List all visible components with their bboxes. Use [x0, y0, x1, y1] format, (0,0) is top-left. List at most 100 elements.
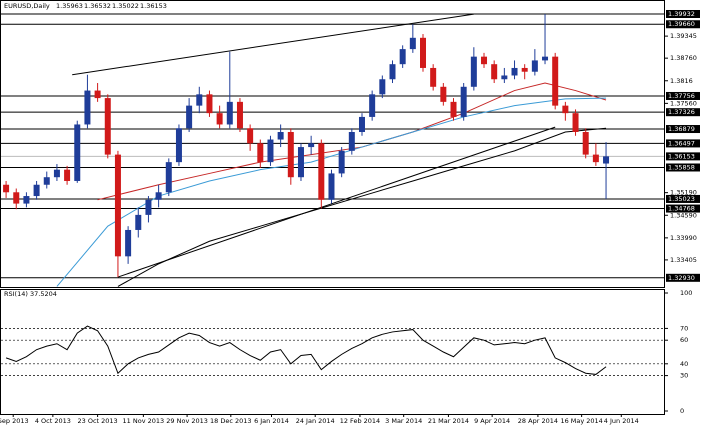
candle-body: [328, 173, 335, 200]
rsi-tick-label: 30: [680, 372, 688, 380]
y-tick-label: 1.3816: [670, 77, 693, 85]
candle-body: [206, 94, 213, 114]
rsi-value: 37.5204: [30, 290, 57, 298]
candle-body: [53, 169, 60, 178]
ohlc-value: 1.36532: [84, 2, 111, 10]
x-tick-label: 4 Jun 2014: [604, 417, 639, 425]
rsi-tick-label: 0: [680, 407, 684, 415]
candle-body: [165, 162, 172, 193]
x-tick-label: 18 Dec 2013: [210, 417, 252, 425]
candle-body: [64, 169, 71, 181]
level-label: 1.36879: [668, 125, 695, 133]
x-tick-label: 11 Nov 2013: [123, 417, 165, 425]
candle-body: [23, 196, 30, 204]
candle-body: [226, 101, 233, 125]
candle-body: [531, 60, 538, 72]
rsi-tick-label: 40: [680, 360, 688, 368]
candle-body: [277, 132, 284, 140]
x-tick-label: 4 Oct 2013: [35, 417, 71, 425]
level-label: 1.39660: [668, 20, 695, 28]
x-tick-label: 28 Apr 2014: [518, 417, 558, 425]
level-label-box: [666, 163, 700, 172]
trendline: [117, 126, 556, 278]
rsi-tick-label: 100: [680, 289, 692, 297]
level-label-box: [666, 125, 700, 134]
candle-body: [481, 56, 488, 65]
y-tick-label: 1.39345: [670, 32, 697, 40]
candle-body: [236, 101, 243, 129]
candle-body: [175, 128, 182, 163]
level-label: 1.32930: [668, 274, 695, 282]
candle-body: [84, 90, 91, 125]
candle-body: [318, 143, 325, 200]
candle-body: [552, 56, 559, 106]
level-label: 1.35858: [668, 163, 695, 171]
candle-body: [582, 132, 589, 155]
ohlc-value: 1.36153: [140, 2, 167, 10]
candle-body: [491, 64, 498, 80]
candle-body: [501, 75, 508, 80]
x-tick-label: 16 May 2014: [560, 417, 602, 425]
level-label: 1.37326: [668, 108, 695, 116]
candle-body: [33, 184, 40, 197]
candle-body: [297, 147, 304, 178]
rsi-tick-label: 70: [680, 324, 688, 332]
candle-body: [470, 56, 477, 87]
level-label-box: [666, 194, 700, 203]
rsi-name: RSI(14): [4, 290, 28, 298]
x-tick-label: 6 Jan 2014: [254, 417, 289, 425]
level-label: 1.36497: [668, 139, 695, 147]
candle-body: [369, 94, 376, 117]
ohlc-value: 1.35022: [112, 2, 139, 10]
x-tick-label: 12 Feb 2014: [340, 417, 380, 425]
y-tick-label: 1.33405: [670, 256, 697, 264]
candle-body: [216, 113, 223, 125]
candle-body: [13, 192, 20, 204]
symbol: EURUSD,Daily: [4, 2, 50, 10]
candle-body: [592, 154, 599, 163]
candle-body: [94, 90, 101, 99]
candle-body: [603, 156, 610, 164]
price-label: 1.36153: [668, 152, 695, 160]
rsi-line: [5, 325, 607, 375]
candle-body: [125, 229, 132, 257]
candle-body: [74, 124, 81, 181]
candle-body: [430, 67, 437, 87]
price-label-box: [666, 152, 700, 161]
candle-body: [409, 37, 416, 50]
level-label: 1.35023: [668, 195, 695, 203]
candle-body: [460, 86, 467, 117]
candle-body: [450, 101, 457, 117]
level-label-box: [666, 139, 700, 148]
ohlc-value: 1.35963: [56, 2, 83, 10]
x-tick-label: 29 Nov 2013: [166, 417, 208, 425]
candle-body: [135, 214, 142, 230]
x-tick-label: 24 Jan 2014: [296, 417, 335, 425]
candle-body: [358, 116, 365, 133]
rsi-panel: [0, 289, 665, 415]
candle-body: [389, 64, 396, 80]
trendline: [72, 13, 474, 76]
x-tick-label: 9 Apr 2014: [474, 417, 510, 425]
y-tick-label: 1.34590: [670, 211, 697, 219]
y-tick-label: 1.38760: [670, 54, 697, 62]
candle-body: [308, 143, 315, 148]
candle-body: [145, 199, 152, 215]
x-tick-label: 23 Oct 2013: [78, 417, 118, 425]
candle-body: [521, 67, 528, 72]
candle-body: [196, 94, 203, 106]
y-tick-label: 1.35190: [670, 189, 697, 197]
candle-body: [104, 98, 111, 155]
candle-body: [572, 113, 579, 133]
rsi-tick-label: 60: [680, 336, 688, 344]
candle-body: [379, 79, 386, 95]
price-panel: [0, 0, 665, 288]
y-tick-label: 1.33990: [670, 234, 697, 242]
candle-body: [440, 86, 447, 102]
candle-body: [257, 143, 264, 163]
candle-body: [511, 67, 518, 76]
candle-body: [420, 37, 427, 68]
x-tick-label: 21 Mar 2014: [428, 417, 469, 425]
level-label-box: [666, 108, 700, 117]
